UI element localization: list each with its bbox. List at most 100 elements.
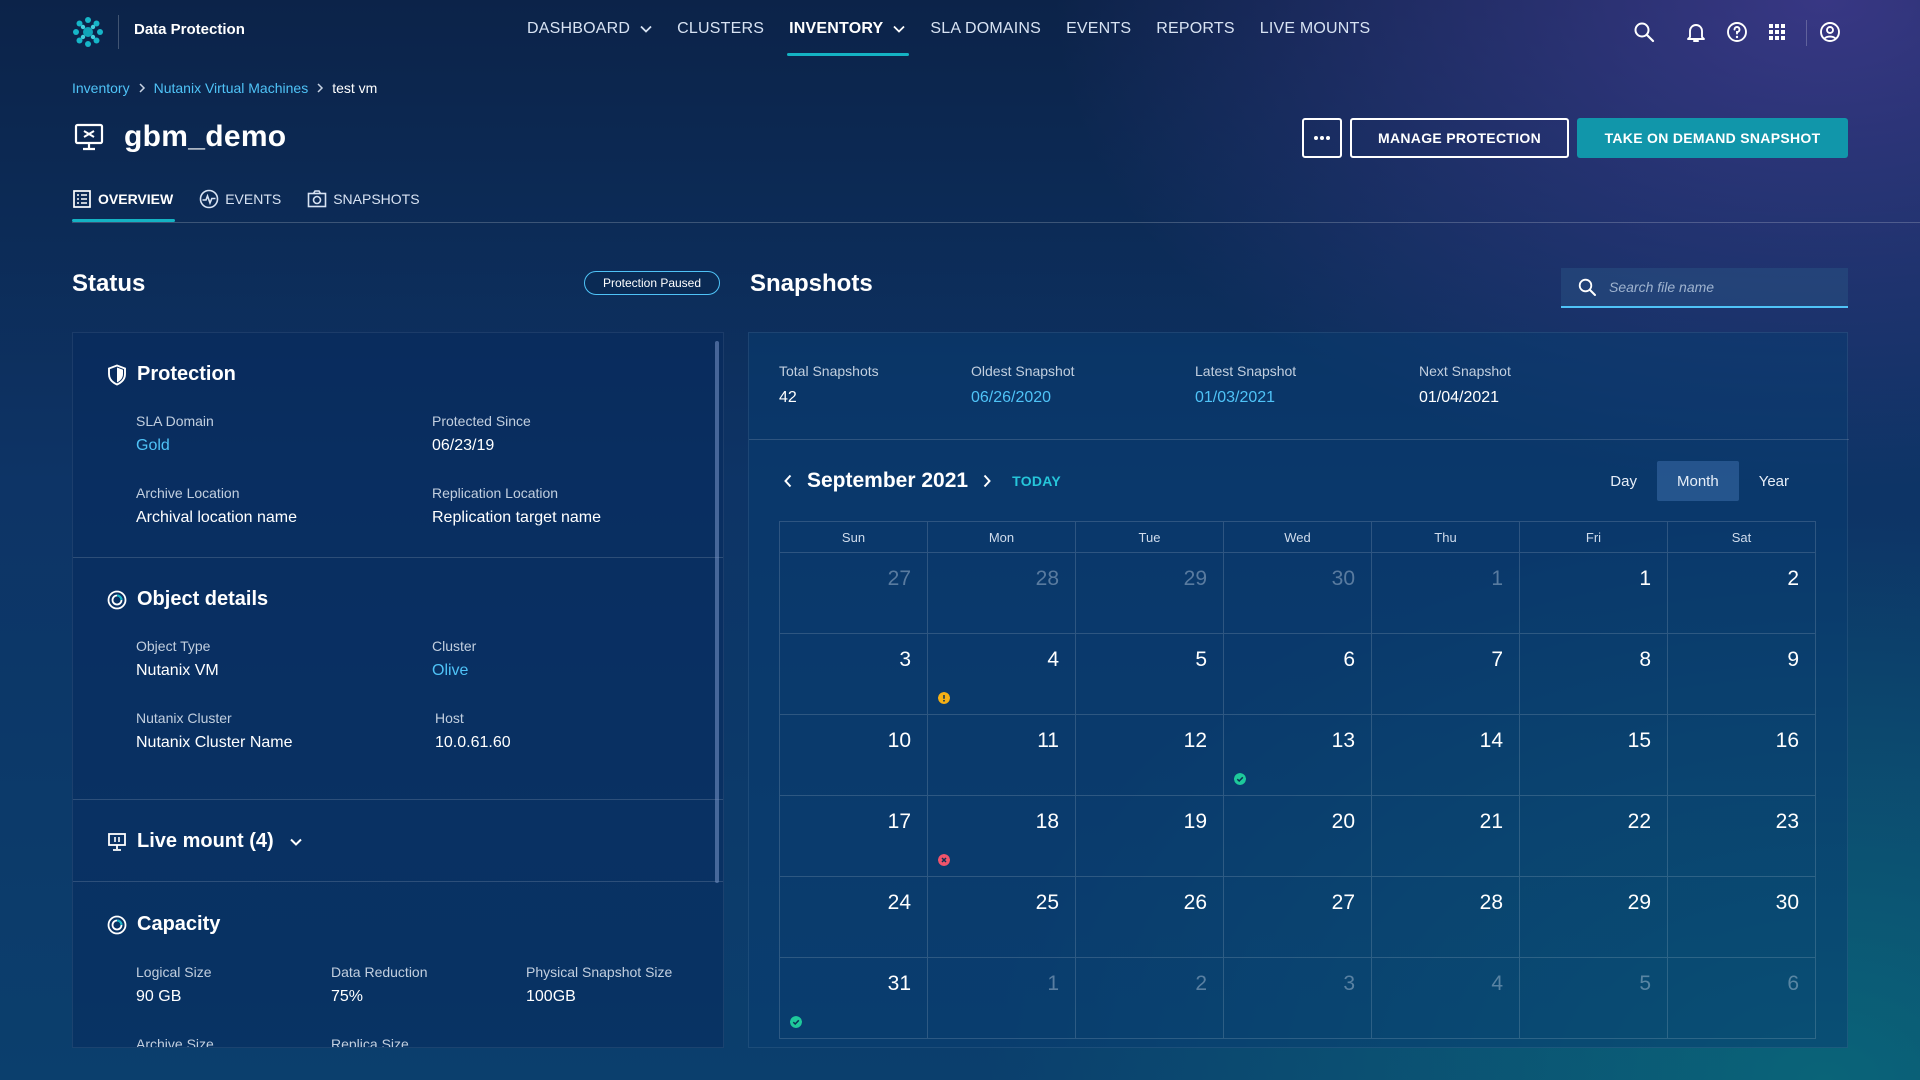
cluster-link[interactable]: Olive [432,662,469,679]
calendar-day-cell[interactable]: 26 [1076,877,1224,958]
sla-domain-link[interactable]: Gold [136,437,170,454]
calendar-day-cell[interactable]: 18 [928,796,1076,877]
account-icon[interactable] [1818,20,1842,44]
view-month-button[interactable]: Month [1656,461,1739,501]
calendar-day-cell[interactable]: 11 [928,715,1076,796]
snapshot-success-icon[interactable] [790,1016,802,1028]
calendar-day-cell[interactable]: 14 [1372,715,1520,796]
calendar-weekday-header: Sun Mon Tue Wed Thu Fri Sat [779,521,1816,553]
calendar-day-cell[interactable]: 28 [1372,877,1520,958]
calendar-day-cell[interactable]: 17 [780,796,928,877]
nav-dashboard[interactable]: DASHBOARD [527,0,652,58]
calendar-day-cell[interactable]: 27 [1224,877,1372,958]
calendar-day-cell[interactable]: 24 [780,877,928,958]
file-search-box[interactable] [1561,268,1848,308]
calendar-day-cell[interactable]: 1 [928,958,1076,1039]
archive-location-label: Archive Location [136,485,240,501]
view-day-button[interactable]: Day [1610,472,1637,490]
calendar-day-cell[interactable]: 2 [1668,553,1816,634]
calendar-day-cell[interactable]: 9 [1668,634,1816,715]
breadcrumb-inventory[interactable]: Inventory [72,80,130,96]
calendar-day-cell[interactable]: 6 [1224,634,1372,715]
calendar-day-cell[interactable]: 1 [1372,553,1520,634]
calendar-day-cell[interactable]: 28 [928,553,1076,634]
calendar-day-cell[interactable]: 12 [1076,715,1224,796]
calendar-day-cell[interactable]: 30 [1224,553,1372,634]
calendar-week-row: 17 18 19 20 21 22 23 [779,796,1816,877]
tab-snapshots[interactable]: SNAPSHOTS [307,186,420,212]
calendar-day-cell[interactable]: 7 [1372,634,1520,715]
calendar-day-cell[interactable]: 29 [1520,877,1668,958]
calendar-day-number: 5 [1639,972,1651,995]
calendar-day-cell[interactable]: 10 [780,715,928,796]
status-scrollbar[interactable] [715,341,719,883]
data-reduction-field: Data Reduction 75% [331,964,428,1006]
today-button[interactable]: TODAY [1012,473,1062,489]
calendar-day-cell[interactable]: 4 [1372,958,1520,1039]
calendar-day-cell[interactable]: 8 [1520,634,1668,715]
physical-snapshot-size-value: 100GB [526,988,576,1005]
chevron-right-icon[interactable] [982,474,992,488]
apps-grid-icon[interactable] [1765,20,1789,44]
calendar-day-number: 6 [1787,972,1799,995]
live-mount-toggle[interactable]: Live mount (4) [107,830,312,853]
nav-live-mounts[interactable]: LIVE MOUNTS [1260,0,1371,58]
calendar-day-cell[interactable]: 29 [1076,553,1224,634]
calendar-day-cell[interactable]: 4 [928,634,1076,715]
search-input[interactable] [1607,278,1827,296]
calendar-day-cell[interactable]: 20 [1224,796,1372,877]
nav-sla-domains[interactable]: SLA DOMAINS [930,0,1041,58]
search-icon[interactable] [1632,20,1656,44]
help-icon[interactable] [1725,20,1749,44]
chevron-right-icon [317,83,324,93]
calendar-day-cell[interactable]: 30 [1668,877,1816,958]
oldest-snapshot-link[interactable]: 06/26/2020 [971,389,1052,406]
calendar-day-cell[interactable]: 2 [1076,958,1224,1039]
latest-snapshot-link[interactable]: 01/03/2021 [1195,389,1276,406]
snapshot-success-icon[interactable] [1234,773,1246,785]
calendar-day-cell[interactable]: 27 [780,553,928,634]
calendar-day-number: 11 [1037,729,1059,752]
calendar-day-cell[interactable]: 3 [780,634,928,715]
view-year-button[interactable]: Year [1758,472,1789,490]
calendar-day-number: 10 [887,729,911,752]
calendar-day-cell[interactable]: 23 [1668,796,1816,877]
calendar-day-number: 5 [1195,648,1207,671]
tab-events[interactable]: EVENTS [199,186,281,212]
calendar-day-cell[interactable]: 21 [1372,796,1520,877]
snapshot-error-icon[interactable] [938,854,950,866]
calendar-day-cell[interactable]: 15 [1520,715,1668,796]
calendar-day-cell[interactable]: 19 [1076,796,1224,877]
calendar-day-cell[interactable]: 31 [780,958,928,1039]
bell-icon[interactable] [1684,20,1708,44]
snapshots-title: Snapshots [750,270,873,297]
take-snapshot-button[interactable]: TAKE ON DEMAND SNAPSHOT [1577,118,1848,158]
next-snapshot-stat: Next Snapshot 01/04/2021 [1419,363,1511,407]
breadcrumb-nutanix-vms[interactable]: Nutanix Virtual Machines [153,80,309,96]
nav-inventory[interactable]: INVENTORY [787,0,910,58]
calendar-day-cell[interactable]: 6 [1668,958,1816,1039]
calendar-day-cell[interactable]: 5 [1076,634,1224,715]
virtual-machine-icon [74,123,104,151]
manage-protection-button[interactable]: MANAGE PROTECTION [1350,118,1569,158]
calendar-day-number: 22 [1627,810,1651,833]
calendar-day-number: 1 [1047,972,1059,995]
nav-events[interactable]: EVENTS [1066,0,1131,58]
calendar-day-cell[interactable]: 13 [1224,715,1372,796]
chevron-left-icon[interactable] [783,474,793,488]
nutanix-cluster-label: Nutanix Cluster [136,710,232,726]
calendar-day-cell[interactable]: 22 [1520,796,1668,877]
calendar-day-cell[interactable]: 25 [928,877,1076,958]
more-actions-button[interactable] [1302,118,1342,158]
tab-overview[interactable]: OVERVIEW [72,186,176,222]
nav-reports[interactable]: REPORTS [1156,0,1234,58]
calendar-day-number: 3 [899,648,911,671]
object-details-title: Object details [137,588,269,610]
calendar-day-cell[interactable]: 3 [1224,958,1372,1039]
brand-logo-icon[interactable] [72,16,104,48]
snapshot-warning-icon[interactable] [938,692,950,704]
calendar-day-cell[interactable]: 1 [1520,553,1668,634]
nav-clusters[interactable]: CLUSTERS [677,0,764,58]
calendar-day-cell[interactable]: 16 [1668,715,1816,796]
calendar-day-cell[interactable]: 5 [1520,958,1668,1039]
